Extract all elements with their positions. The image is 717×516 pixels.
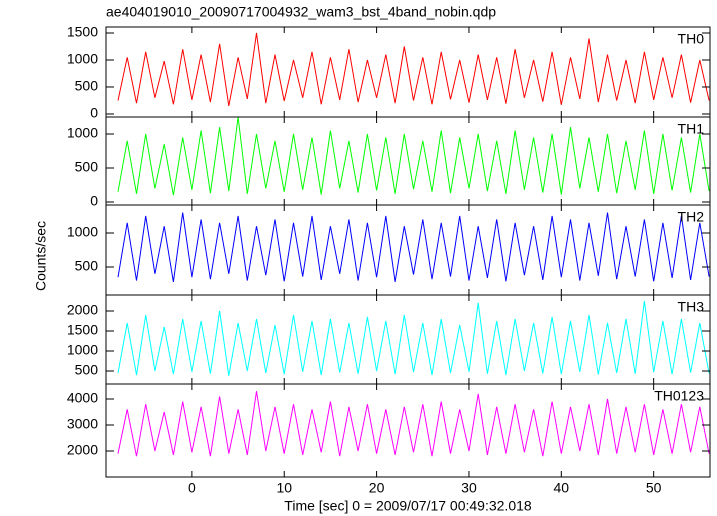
light-curve [117, 212, 710, 282]
y-axis-label: Counts/sec [33, 221, 49, 291]
panel-label: TH0 [678, 31, 705, 47]
y-tick-label: 0 [90, 193, 98, 209]
light-curve [117, 300, 710, 376]
y-tick-label: 500 [75, 362, 99, 378]
x-tick-label: 10 [276, 480, 292, 496]
panel-label: TH2 [678, 209, 705, 225]
y-tick-label: 1000 [67, 125, 98, 141]
y-tick-label: 2000 [67, 442, 98, 458]
x-tick-label: 20 [369, 480, 385, 496]
light-curve [117, 32, 710, 106]
y-tick-label: 1500 [67, 24, 98, 40]
y-tick-label: 1500 [67, 322, 98, 338]
y-tick-label: 0 [90, 105, 98, 121]
panel-label: TH3 [678, 299, 705, 315]
x-tick-label: 40 [554, 480, 570, 496]
light-curve [117, 391, 710, 457]
y-tick-label: 4000 [67, 390, 98, 406]
y-tick-label: 500 [75, 78, 99, 94]
y-tick-label: 500 [75, 258, 99, 274]
y-tick-label: 1000 [67, 51, 98, 67]
y-tick-label: 500 [75, 159, 99, 175]
y-tick-label: 2000 [67, 302, 98, 318]
x-tick-label: 0 [188, 480, 196, 496]
light-curve [117, 117, 710, 196]
y-tick-label: 3000 [67, 416, 98, 432]
x-axis-label: Time [sec] 0 = 2009/07/17 00:49:32.018 [284, 498, 532, 514]
x-tick-label: 50 [646, 480, 662, 496]
x-tick-label: 30 [461, 480, 477, 496]
panel-label: TH0123 [654, 388, 704, 404]
y-tick-label: 1000 [67, 224, 98, 240]
panel-label: TH1 [678, 121, 705, 137]
panel-frame [105, 383, 711, 478]
panel-frame [105, 26, 711, 118]
chart-title: ae404019010_20090717004932_wam3_bst_4ban… [106, 4, 496, 20]
y-tick-label: 1000 [67, 342, 98, 358]
